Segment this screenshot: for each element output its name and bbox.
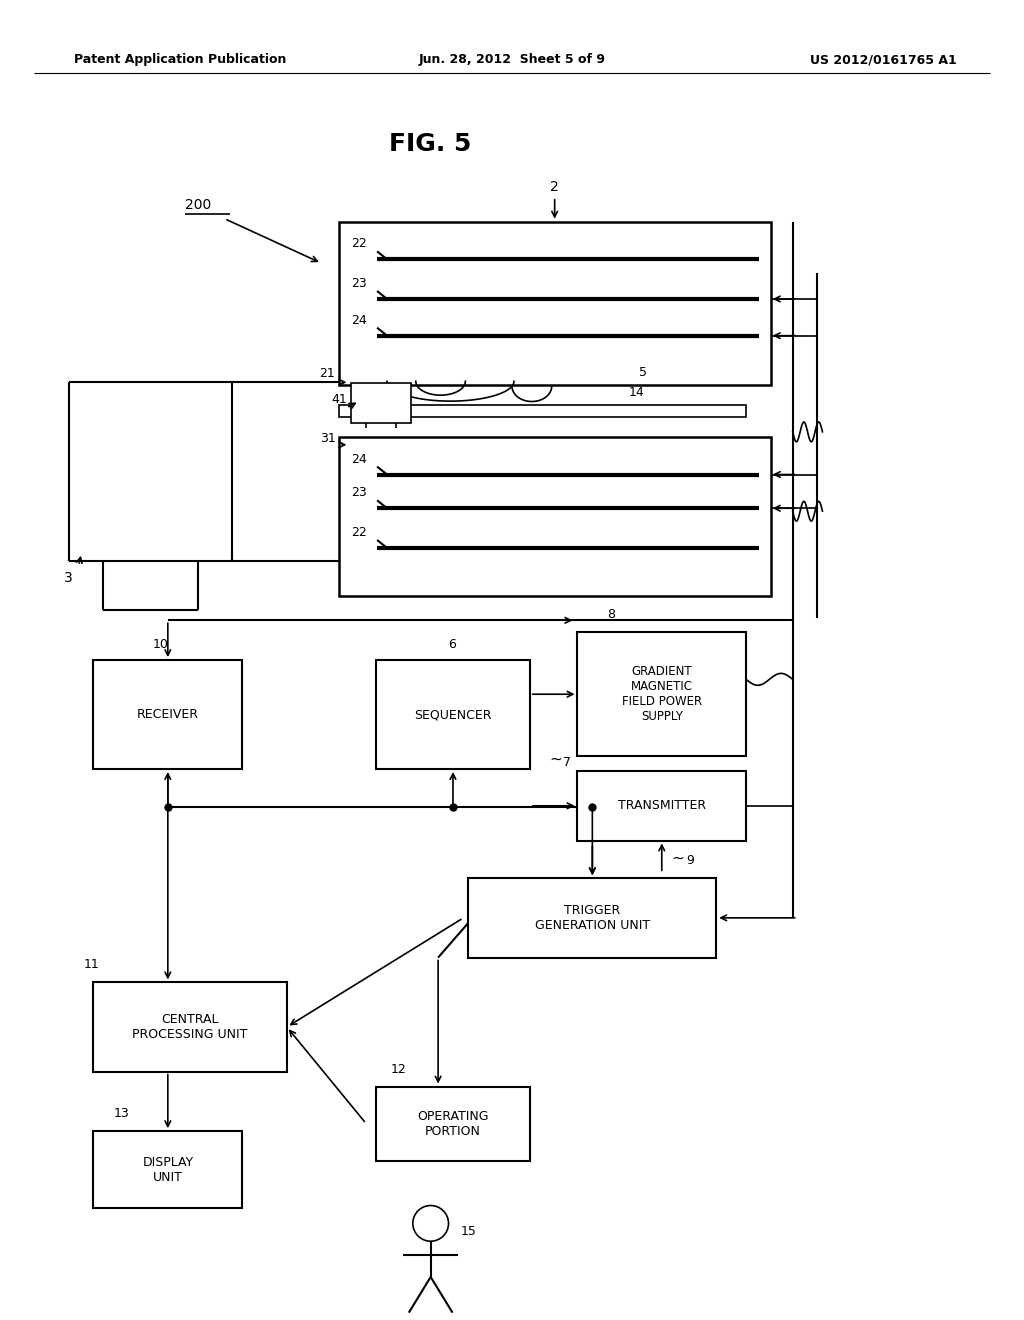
Bar [351, 383, 411, 422]
Text: TRIGGER
GENERATION UNIT: TRIGGER GENERATION UNIT [535, 904, 650, 932]
Text: ~: ~ [550, 751, 562, 766]
Text: FIG. 5: FIG. 5 [389, 132, 472, 156]
Text: RECEIVER: RECEIVER [137, 708, 199, 721]
Text: 11: 11 [84, 958, 99, 972]
Bar [376, 1086, 529, 1160]
Text: 24: 24 [351, 314, 367, 327]
Text: 23: 23 [351, 277, 367, 290]
Bar [339, 437, 771, 595]
Text: GRADIENT
MAGNETIC
FIELD POWER
SUPPLY: GRADIENT MAGNETIC FIELD POWER SUPPLY [622, 665, 701, 723]
Text: 10: 10 [153, 638, 169, 651]
Bar [93, 982, 287, 1072]
Bar [93, 1131, 243, 1209]
Text: 3: 3 [63, 570, 73, 585]
Text: 14: 14 [629, 387, 645, 399]
Text: 15: 15 [461, 1225, 476, 1238]
Text: 200: 200 [184, 198, 211, 211]
Text: 2: 2 [550, 180, 559, 194]
Bar [578, 771, 746, 841]
Text: TRANSMITTER: TRANSMITTER [617, 800, 706, 812]
Bar [376, 660, 529, 770]
Bar [578, 632, 746, 756]
Text: 7: 7 [562, 756, 570, 770]
Text: 12: 12 [391, 1063, 407, 1076]
Text: 21: 21 [319, 367, 335, 380]
Text: 9: 9 [686, 854, 694, 867]
Text: 23: 23 [351, 486, 367, 499]
Text: OPERATING
PORTION: OPERATING PORTION [417, 1110, 488, 1138]
Text: Jun. 28, 2012  Sheet 5 of 9: Jun. 28, 2012 Sheet 5 of 9 [419, 53, 605, 66]
Bar [339, 405, 746, 417]
Text: 13: 13 [114, 1107, 129, 1121]
Text: CENTRAL
PROCESSING UNIT: CENTRAL PROCESSING UNIT [132, 1012, 248, 1041]
Bar [468, 878, 717, 957]
Text: Patent Application Publication: Patent Application Publication [74, 53, 286, 66]
Circle shape [413, 1205, 449, 1241]
Text: SEQUENCER: SEQUENCER [415, 708, 492, 721]
Text: 41: 41 [332, 393, 347, 407]
Bar [339, 222, 771, 385]
Text: DISPLAY
UNIT: DISPLAY UNIT [142, 1156, 194, 1184]
Text: 24: 24 [351, 453, 367, 466]
Text: US 2012/0161765 A1: US 2012/0161765 A1 [810, 53, 956, 66]
Bar [93, 660, 243, 770]
Text: 6: 6 [449, 638, 456, 651]
Text: 31: 31 [319, 432, 335, 445]
Text: 8: 8 [607, 609, 615, 622]
Text: 22: 22 [351, 525, 367, 539]
Text: 22: 22 [351, 238, 367, 251]
Text: ~: ~ [672, 850, 684, 866]
Text: 5: 5 [639, 367, 647, 379]
